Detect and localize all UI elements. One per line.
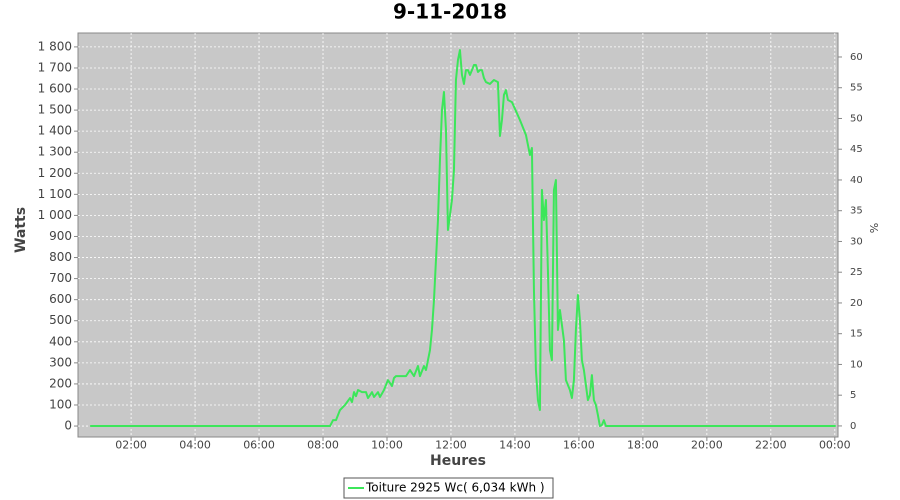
y-tick-label: 300 — [49, 355, 72, 369]
y2-tick-label: 55 — [850, 83, 863, 94]
y2-tick-label: 15 — [850, 329, 863, 340]
data-line — [90, 49, 836, 428]
x-tick-label: 10:00 — [371, 438, 403, 451]
y-tick-label: 100 — [49, 397, 72, 411]
chart-title: 9-11-2018 — [393, 0, 507, 24]
x-tick-label: 14:00 — [499, 438, 531, 451]
y2-tick-label: 30 — [850, 236, 863, 247]
y-tick-label: 600 — [49, 292, 72, 306]
x-axis-label: Heures — [430, 453, 486, 469]
x-tick-label: 22:00 — [755, 438, 787, 451]
y-tick-label: 0 — [64, 419, 72, 433]
x-tick-label: 00:00 — [819, 438, 851, 451]
x-tick-label: 12:00 — [435, 438, 467, 451]
y2-tick-label: 45 — [850, 144, 863, 155]
y2-tick-label: 0 — [850, 421, 856, 432]
y-tick-label: 1 800 — [38, 39, 72, 53]
y2-tick-label: 40 — [850, 175, 863, 186]
y-tick-label: 1 500 — [38, 103, 72, 117]
y-tick-label: 1 200 — [38, 166, 72, 180]
y-tick-label: 1 600 — [38, 82, 72, 96]
x-tick-label: 20:00 — [691, 438, 723, 451]
x-tick-label: 06:00 — [243, 438, 275, 451]
legend-label: Toiture 2925 Wc( 6,034 kWh ) — [365, 481, 545, 495]
legend: Toiture 2925 Wc( 6,034 kWh ) — [343, 477, 554, 499]
y-tick-label: 900 — [49, 229, 72, 243]
y2-tick-label: 5 — [850, 390, 856, 401]
y-tick-label: 500 — [49, 313, 72, 327]
y2-tick-label: 35 — [850, 206, 863, 217]
y-tick-label: 400 — [49, 334, 72, 348]
plot-area — [77, 32, 839, 438]
y2-tick-label: 20 — [850, 298, 863, 309]
y2-tick-label: 10 — [850, 359, 863, 370]
y-tick-label: 1 300 — [38, 145, 72, 159]
x-tick-label: 04:00 — [179, 438, 211, 451]
legend-box — [343, 477, 554, 499]
y2-axis-label: % — [868, 223, 881, 233]
x-tick-label: 18:00 — [627, 438, 659, 451]
y2-tick-label: 60 — [850, 52, 863, 63]
y-tick-label: 1 000 — [38, 208, 72, 222]
x-tick-label: 08:00 — [307, 438, 339, 451]
y-tick-label: 1 700 — [38, 60, 72, 74]
y-tick-label: 200 — [49, 376, 72, 390]
x-tick-label: 16:00 — [563, 438, 595, 451]
y-tick-label: 800 — [49, 250, 72, 264]
y-tick-label: 1 400 — [38, 124, 72, 138]
y-tick-label: 700 — [49, 271, 72, 285]
x-tick-label: 02:00 — [115, 438, 147, 451]
y2-tick-label: 25 — [850, 267, 863, 278]
y-axis-label: Watts — [13, 207, 29, 253]
y2-tick-label: 50 — [850, 113, 863, 124]
y-tick-label: 1 100 — [38, 187, 72, 201]
